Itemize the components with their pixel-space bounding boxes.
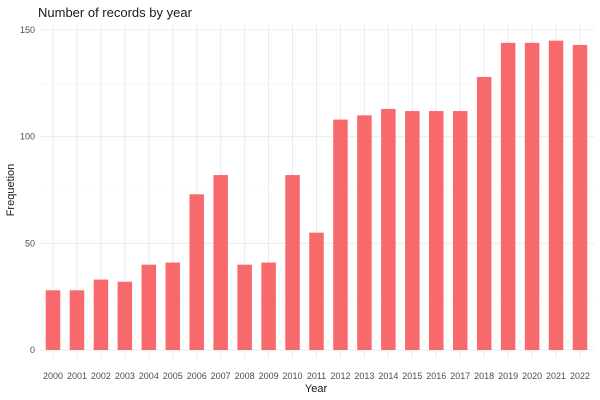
- x-tick-label: 2019: [498, 371, 518, 381]
- x-tick-label: 2009: [259, 371, 279, 381]
- bar: [141, 264, 157, 350]
- bar: [357, 115, 372, 350]
- bar: [45, 290, 61, 350]
- bar: [261, 262, 276, 350]
- x-axis-title: Year: [305, 383, 328, 395]
- x-tick-label: 2021: [546, 371, 566, 381]
- bar: [548, 40, 564, 351]
- x-tick-label: 2000: [43, 371, 63, 381]
- bar: [285, 175, 300, 350]
- bar: [429, 111, 444, 350]
- bar: [237, 264, 252, 350]
- x-tick-label: 2014: [378, 371, 398, 381]
- x-tick-label: 2012: [330, 371, 350, 381]
- x-tick-label: 2005: [163, 371, 183, 381]
- y-tick-label: 50: [25, 238, 35, 248]
- bar: [405, 111, 420, 350]
- x-tick-label: 2018: [474, 371, 494, 381]
- x-tick-label: 2013: [354, 371, 374, 381]
- x-tick-label: 2016: [426, 371, 446, 381]
- bar: [452, 111, 468, 350]
- bar: [117, 281, 133, 350]
- y-tick-label: 0: [30, 345, 35, 355]
- bar: [213, 175, 228, 350]
- x-tick-label: 2022: [570, 371, 590, 381]
- bar: [69, 290, 85, 350]
- y-tick-label: 100: [20, 132, 35, 142]
- bar: [524, 42, 540, 351]
- bar: [500, 42, 516, 351]
- x-tick-label: 2017: [450, 371, 470, 381]
- x-tick-label: 2007: [211, 371, 231, 381]
- x-axis-ticks: 2000 2001 2002 2003 2004 2005 2006 2007 2008 2009…: [43, 371, 590, 381]
- x-tick-label: 2011: [307, 371, 326, 381]
- x-tick-label: 2004: [139, 371, 159, 381]
- bar: [93, 279, 109, 350]
- bar: [476, 76, 492, 350]
- bar: [381, 108, 396, 350]
- x-tick-label: 2010: [283, 371, 303, 381]
- x-tick-label: 2002: [91, 371, 111, 381]
- x-tick-label: 2003: [115, 371, 135, 381]
- bar: [333, 119, 348, 350]
- bar: [572, 44, 588, 350]
- x-tick-label: 2008: [235, 371, 255, 381]
- bar: [165, 262, 181, 350]
- x-tick-label: 2015: [402, 371, 422, 381]
- y-tick-label: 150: [20, 25, 35, 35]
- bar: [189, 194, 204, 350]
- x-tick-label: 2006: [187, 371, 207, 381]
- y-axis-ticks: 0 50 100 150: [20, 25, 35, 355]
- chart-title: Number of records by year: [38, 5, 193, 20]
- bar: [309, 232, 324, 350]
- bars: [45, 40, 588, 351]
- x-tick-label: 2020: [522, 371, 542, 381]
- y-axis-title: Frequetion: [5, 164, 17, 217]
- x-tick-label: 2001: [67, 371, 87, 381]
